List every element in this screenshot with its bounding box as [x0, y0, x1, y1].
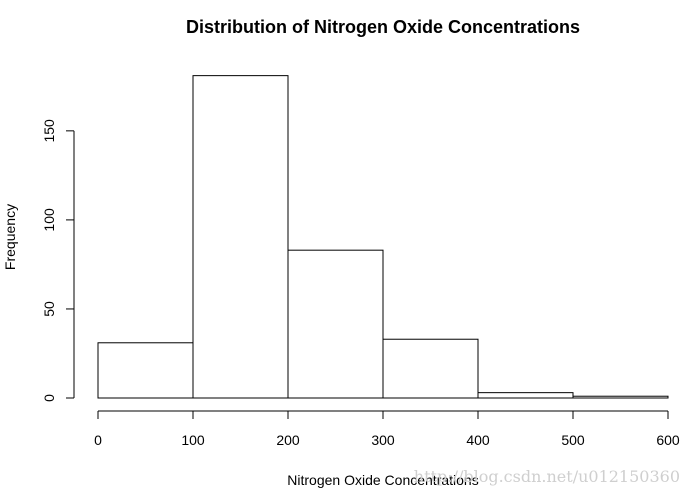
- x-tick-label-6: 600: [656, 432, 680, 448]
- x-tick-label-1: 100: [181, 432, 205, 448]
- y-tick-label-0: 0: [41, 394, 57, 402]
- histogram-bar-3: [382, 338, 479, 399]
- bars-group: [97, 75, 669, 399]
- histogram-bar-4: [477, 392, 574, 399]
- y-axis-label: Frequency: [2, 204, 18, 270]
- chart-title: Distribution of Nitrogen Oxide Concentra…: [186, 17, 580, 37]
- y-axis: 0 50 100 150: [41, 119, 75, 402]
- x-tick-label-0: 0: [94, 432, 102, 448]
- y-tick-label-2: 100: [41, 208, 57, 232]
- histogram-bar-1: [192, 75, 289, 399]
- watermark-text: http://blog.csdn.net/u012150360: [414, 467, 680, 486]
- histogram-bar-0: [97, 342, 194, 399]
- x-tick-label-2: 200: [276, 432, 300, 448]
- x-axis: 0 100 200 300 400 500 600: [94, 410, 680, 448]
- y-tick-label-1: 50: [41, 301, 57, 317]
- x-tick-label-5: 500: [561, 432, 585, 448]
- histogram-bar-2: [287, 249, 384, 399]
- x-tick-label-3: 300: [371, 432, 395, 448]
- x-axis-label: Nitrogen Oxide Concentrations: [287, 472, 478, 488]
- histogram-bar-5: [572, 395, 669, 399]
- x-tick-label-4: 400: [466, 432, 490, 448]
- y-tick-label-3: 150: [41, 119, 57, 143]
